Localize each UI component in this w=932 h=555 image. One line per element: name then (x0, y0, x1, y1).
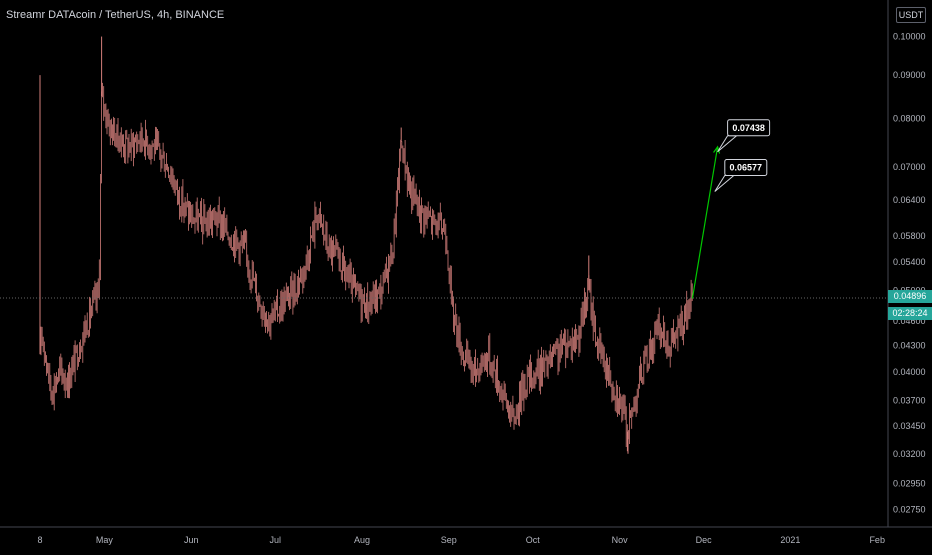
callout-label: 0.06577 (730, 162, 763, 172)
price-tick-label: 0.06400 (893, 195, 926, 205)
last-price-badge: 0.04896 (888, 290, 932, 303)
price-tick-label: 0.08000 (893, 113, 926, 123)
callout-label: 0.07438 (732, 123, 765, 133)
projection-arrow[interactable] (691, 145, 721, 299)
time-tick-label: Jul (269, 535, 281, 545)
price-axis[interactable]: 0.10000 0.09000 0.08000 0.07000 0.06400 0.058… (893, 32, 926, 515)
time-tick-label: May (96, 535, 114, 545)
price-tick-label: 0.02750 (893, 504, 926, 514)
countdown-badge: 02:28:24 (888, 307, 932, 320)
price-tick-label: 0.04000 (893, 367, 926, 377)
price-tick-label: 0.05400 (893, 257, 926, 267)
callout-box (727, 119, 771, 137)
time-axis[interactable]: 8 May Jun Jul Aug Sep Oct Nov Dec 2021 Feb (37, 535, 884, 545)
callout-pointer (714, 174, 736, 192)
price-tick-label: 0.03450 (893, 421, 926, 431)
time-tick-label: Oct (526, 535, 541, 545)
annotations: 0.07438 0.06577 (714, 119, 771, 192)
price-tick-label: 0.05800 (893, 231, 926, 241)
callout-box (724, 158, 768, 176)
price-tick-label: 0.09000 (893, 70, 926, 80)
callout-pointer (717, 135, 738, 153)
price-tick-label: 0.03200 (893, 449, 926, 459)
price-tick-label: 0.02950 (893, 479, 926, 489)
price-tick-label: 0.10000 (893, 32, 926, 42)
time-tick-label: Nov (612, 535, 629, 545)
time-tick-label: Dec (696, 535, 713, 545)
time-tick-label: Sep (441, 535, 457, 545)
currency-badge[interactable]: USDT (896, 7, 926, 23)
time-tick-label: 2021 (780, 535, 800, 545)
time-tick-label: Aug (354, 535, 370, 545)
time-tick-label: 8 (37, 535, 42, 545)
price-tick-label: 0.03700 (893, 396, 926, 406)
projection-line (691, 146, 719, 299)
candles (39, 36, 693, 454)
price-tick-label: 0.04300 (893, 341, 926, 351)
symbol-title[interactable]: Streamr DATAcoin / TetherUS, 4h, BINANCE (6, 9, 225, 21)
price-tick-label: 0.04600 (893, 316, 926, 326)
price-tick-label: 0.07000 (893, 162, 926, 172)
time-tick-label: Feb (869, 535, 885, 545)
time-tick-label: Jun (184, 535, 199, 545)
